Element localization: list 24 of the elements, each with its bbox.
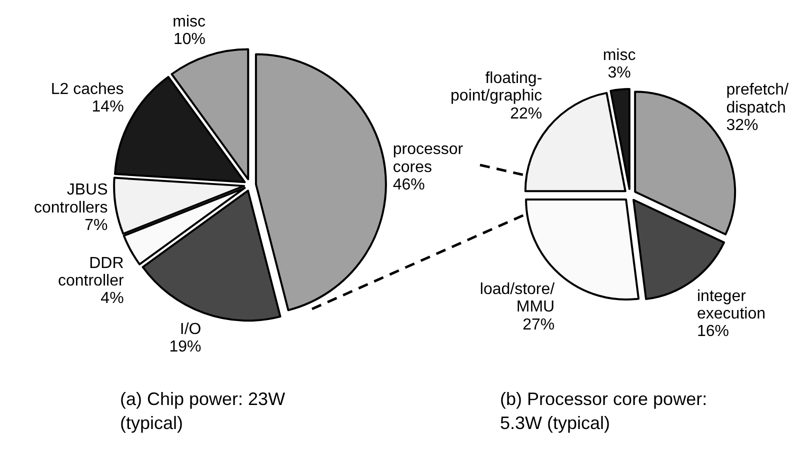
- data-label: 3%: [608, 64, 631, 82]
- slice-label: I/O: [180, 321, 202, 338]
- slice-label: load/store/MMU: [480, 281, 556, 316]
- data-label: 10%: [173, 31, 206, 48]
- slice-label: misc: [602, 46, 636, 64]
- text: (a) Chip power: 23W (typical): [120, 389, 286, 433]
- slice-label: misc: [172, 13, 206, 30]
- data-label: 19%: [169, 338, 202, 356]
- data-label: 4%: [100, 290, 124, 308]
- data-label: 16%: [697, 323, 730, 340]
- data-label: 7%: [84, 216, 108, 234]
- slice-label: DDR controller: [58, 254, 124, 290]
- slice-label: prefetch/dispatch: [726, 82, 790, 116]
- data-label: 22%: [510, 105, 542, 122]
- slice-label: integer execution: [697, 288, 766, 322]
- slice-label: floating-point/graphic: [450, 70, 542, 105]
- slice-label: processor cores: [392, 141, 464, 176]
- slice-label: L2 caches: [50, 81, 124, 98]
- data-label: 46%: [392, 176, 425, 194]
- text: (b) Processor core power: 5.3W (typical): [500, 389, 708, 433]
- slice-label: JBUS controllers: [34, 182, 108, 216]
- data-label: 32%: [726, 116, 758, 134]
- data-label: 27%: [522, 316, 555, 334]
- data-label: 14%: [92, 98, 124, 116]
